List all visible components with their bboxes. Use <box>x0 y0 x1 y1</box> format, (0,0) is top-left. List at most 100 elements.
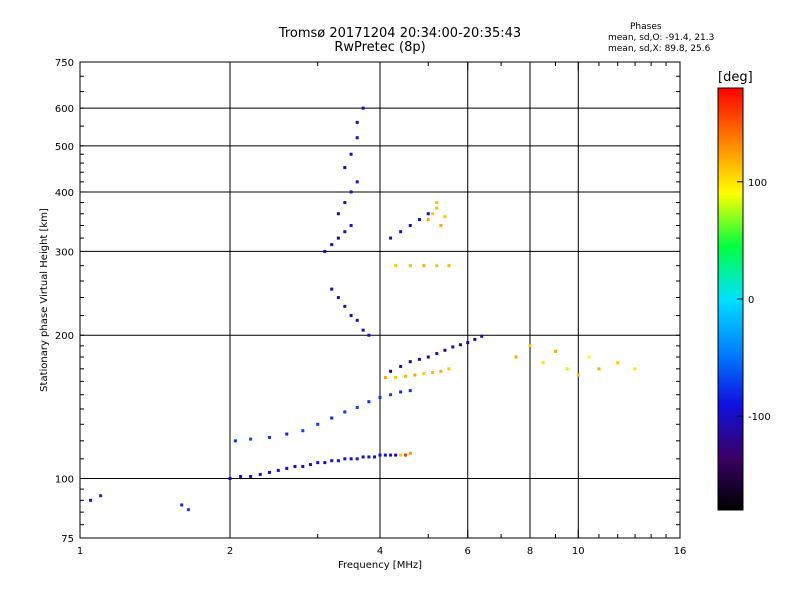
data-point <box>239 474 243 478</box>
grid-lines <box>80 62 680 538</box>
y-tick-label: 500 <box>55 142 74 153</box>
data-point <box>367 333 371 337</box>
data-point <box>553 349 557 353</box>
data-point <box>389 369 393 373</box>
x-axis-label: Frequency [MHz] <box>338 560 422 571</box>
data-point <box>99 494 103 498</box>
data-point <box>316 422 320 426</box>
data-point <box>361 455 365 459</box>
x-tick-label: 4 <box>377 546 383 557</box>
data-point <box>276 468 280 472</box>
data-point <box>361 328 365 332</box>
data-point <box>373 455 377 459</box>
data-point <box>330 459 334 463</box>
x-tick-label: 16 <box>674 546 687 557</box>
data-point <box>451 345 455 349</box>
data-point <box>233 439 237 443</box>
data-point <box>422 264 426 268</box>
data-points <box>89 106 637 512</box>
data-point <box>361 106 365 110</box>
colorbar-ticks: 100 0 -100 <box>737 178 771 423</box>
data-point <box>480 334 484 338</box>
data-point <box>399 230 403 234</box>
data-point <box>426 212 430 216</box>
phase-stats-o: mean, sd,O: -91.4, 21.3 <box>608 33 715 43</box>
data-point <box>367 455 371 459</box>
data-point <box>180 503 184 507</box>
data-point <box>285 466 289 470</box>
data-point <box>389 393 393 397</box>
data-point <box>323 249 327 253</box>
data-point <box>383 376 387 380</box>
data-point <box>336 212 340 216</box>
x-tick-label: 2 <box>227 546 233 557</box>
data-point <box>394 376 398 380</box>
data-point <box>349 457 353 461</box>
phase-stats-title: Phases <box>630 22 662 32</box>
data-point <box>431 212 435 216</box>
data-point <box>186 508 190 512</box>
x-tick-label: 1 <box>77 546 83 557</box>
data-point <box>541 361 545 365</box>
data-point <box>349 152 353 156</box>
data-point <box>308 463 312 467</box>
data-point <box>336 236 340 240</box>
x-tick-label: 8 <box>527 546 533 557</box>
data-point <box>447 264 451 268</box>
data-point <box>355 136 359 140</box>
data-point <box>435 201 439 205</box>
data-point <box>343 230 347 234</box>
data-point <box>301 464 305 468</box>
y-tick-label: 750 <box>55 58 74 69</box>
data-point <box>228 477 232 481</box>
data-point <box>473 337 477 341</box>
y-tick-label: 400 <box>55 188 74 199</box>
data-point <box>258 472 262 476</box>
y-tick-label: 200 <box>55 331 74 342</box>
data-point <box>399 453 403 457</box>
data-point <box>426 218 430 222</box>
data-point <box>565 367 569 371</box>
data-point <box>458 343 462 347</box>
data-point <box>89 498 93 502</box>
data-point <box>426 355 430 359</box>
data-point <box>355 180 359 184</box>
data-point <box>399 390 403 394</box>
chart-subtitle: RwPretec (8p) <box>334 40 426 55</box>
colorbar-tick-label: -100 <box>748 412 771 423</box>
data-point <box>394 264 398 268</box>
colorbar-tick-label: 0 <box>748 295 754 306</box>
data-point <box>435 352 439 356</box>
data-point <box>343 304 347 308</box>
data-point <box>343 201 347 205</box>
data-point <box>349 314 353 318</box>
data-point <box>367 400 371 404</box>
colorbar-unit-label: [deg] <box>718 70 753 85</box>
data-point <box>330 243 334 247</box>
data-point <box>343 410 347 414</box>
y-tick-label: 300 <box>55 247 74 258</box>
chart-title: Tromsø 20171204 20:34:00-20:35:43 <box>278 26 522 41</box>
data-point <box>408 264 412 268</box>
data-point <box>293 464 297 468</box>
axis-ticks: 1 2 4 6 8 10 16 75 100 200 300 400 500 600 750 <box>55 58 686 557</box>
data-point <box>249 474 253 478</box>
data-point <box>343 166 347 170</box>
data-point <box>336 459 340 463</box>
data-point <box>417 357 421 361</box>
data-point <box>447 367 451 371</box>
data-point <box>301 429 305 433</box>
data-point <box>576 373 580 377</box>
data-point <box>389 453 393 457</box>
x-tick-label: 10 <box>572 546 585 557</box>
data-point <box>443 215 447 219</box>
data-point <box>408 360 412 364</box>
data-point <box>378 453 382 457</box>
data-point <box>422 372 426 376</box>
data-point <box>403 374 407 378</box>
data-point <box>439 369 443 373</box>
y-tick-label: 600 <box>55 104 74 115</box>
phase-colorbar <box>717 87 744 511</box>
data-point <box>394 453 398 457</box>
data-point <box>403 453 407 457</box>
